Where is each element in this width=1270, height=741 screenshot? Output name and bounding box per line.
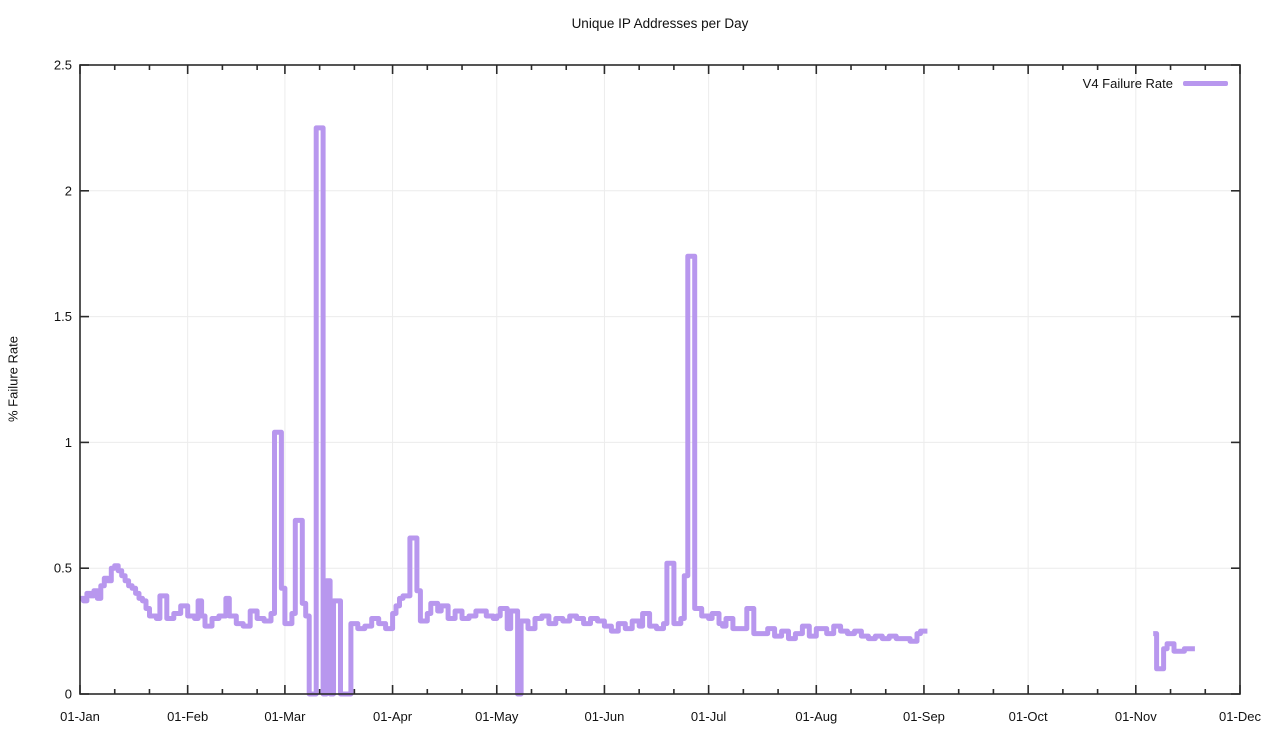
svg-text:01-Dec: 01-Dec [1219,709,1261,724]
svg-text:0.5: 0.5 [54,561,72,576]
chart-title: Unique IP Addresses per Day [571,16,749,31]
svg-text:01-Nov: 01-Nov [1115,709,1157,724]
grid-lines [80,65,1240,694]
svg-text:01-Oct: 01-Oct [1009,709,1048,724]
plot-frame [79,64,1241,695]
svg-text:01-Jan: 01-Jan [60,709,100,724]
svg-text:0: 0 [65,687,72,702]
legend-label: V4 Failure Rate [1082,76,1173,91]
axis-ticks [79,64,1241,695]
series-line-v4-failure-rate [80,125,1195,697]
legend: V4 Failure Rate [1083,76,1228,91]
svg-text:01-May: 01-May [475,709,519,724]
svg-text:2: 2 [65,183,72,198]
svg-text:1.5: 1.5 [54,309,72,324]
svg-text:01-Aug: 01-Aug [795,709,837,724]
svg-text:1: 1 [65,435,72,450]
svg-text:01-Sep: 01-Sep [903,709,945,724]
y-tick-labels: 0 0.5 1 1.5 2 2.5 [54,58,72,702]
svg-text:01-Mar: 01-Mar [264,709,306,724]
legend-swatch-line [1183,81,1228,86]
svg-text:01-Jul: 01-Jul [691,709,727,724]
svg-text:01-Jun: 01-Jun [585,709,625,724]
svg-text:2.5: 2.5 [54,58,72,73]
svg-text:01-Feb: 01-Feb [167,709,208,724]
svg-text:01-Apr: 01-Apr [373,709,413,724]
x-tick-labels: 01-Jan 01-Feb 01-Mar 01-Apr 01-May 01-Jun 01-J… [60,709,1261,724]
